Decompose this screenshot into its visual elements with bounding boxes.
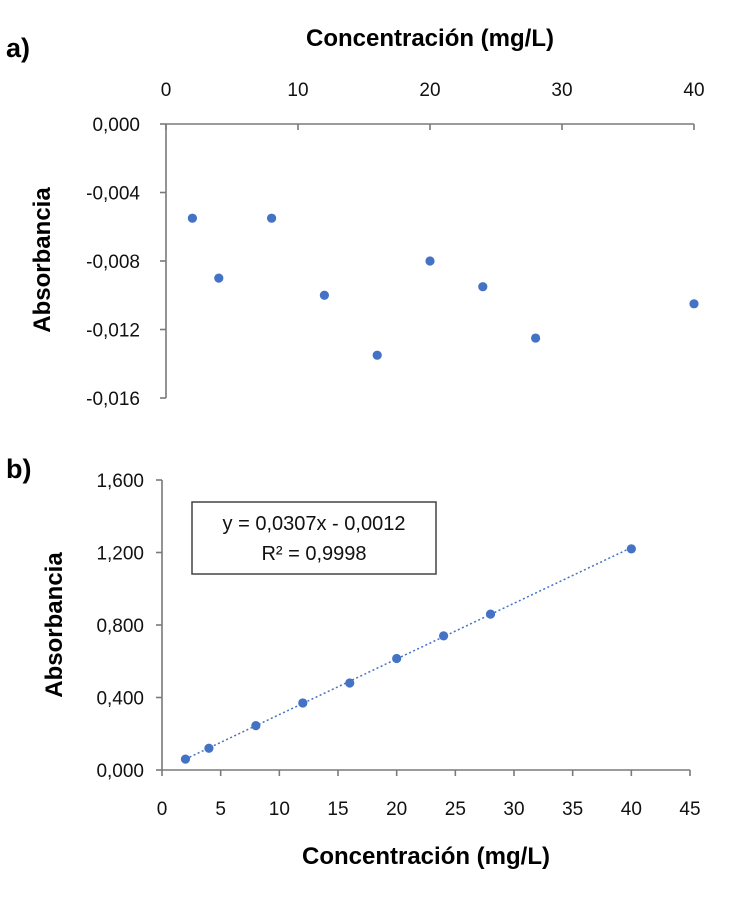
panel-a-data-point: [187, 213, 197, 223]
panel-b-x-tick-label: 15: [327, 799, 348, 820]
panel-b-x-tick-label: 5: [215, 799, 226, 820]
trendline-equation: y = 0,0307x - 0,0012: [223, 513, 406, 535]
panel-a-y-tick-label: -0,016: [86, 389, 140, 410]
panel-a-label: a): [6, 33, 30, 63]
panel-b-y-tick-label: 0,000: [96, 761, 144, 782]
panel-b-data-points: [180, 544, 636, 764]
panel-b-y-tick-label: 1,600: [96, 471, 144, 492]
panel-a-y-tick-label: -0,008: [86, 252, 140, 273]
panel-b-y-tick-label: 0,400: [96, 689, 144, 710]
panel-b-y-tick-label: 1,200: [96, 544, 144, 565]
panel-a-x-tick-label: 40: [683, 80, 704, 101]
r-squared-value: R² = 0,9998: [261, 543, 366, 565]
panel-a-x-ticks: 0 10 20 30 40: [161, 80, 705, 130]
panel-a-y-tick-label: -0,012: [86, 321, 140, 342]
panel-a-y-tick-label: -0,004: [86, 184, 140, 205]
panel-a-data-point: [214, 273, 224, 283]
panel-a-data-point: [372, 350, 382, 360]
panel-b-x-axis-title: Concentración (mg/L): [302, 843, 550, 870]
panel-b-label: b): [6, 454, 31, 484]
panel-a-data-points: [187, 213, 699, 360]
chart-panel-a: a) Concentración (mg/L) Absorbancia 0 10 2…: [6, 25, 705, 410]
panel-b-data-point: [626, 544, 636, 554]
panel-b-y-tick-label: 0,800: [96, 616, 144, 637]
equation-box-border: [191, 501, 437, 575]
panel-a-data-point: [267, 213, 277, 223]
panel-b-data-point: [439, 631, 449, 641]
panel-a-x-axis-title: Concentración (mg/L): [306, 25, 554, 52]
panel-b-x-ticks: 0 5 10 15 20 25 30 35 40 45: [157, 770, 701, 820]
panel-b-y-axis-title: Absorbancia: [41, 552, 68, 698]
panel-a-data-point: [478, 282, 488, 292]
panel-a-y-ticks: 0,000 -0,004 -0,008 -0,012 -0,016: [86, 115, 166, 410]
panel-b-data-point: [251, 720, 261, 731]
panel-b-x-tick-label: 25: [445, 799, 466, 820]
panel-b-data-point: [345, 678, 355, 688]
panel-b-x-tick-label: 30: [503, 799, 524, 820]
panel-a-data-point: [531, 333, 541, 343]
panel-a-x-tick-label: 0: [161, 80, 172, 101]
panel-b-x-tick-label: 45: [679, 799, 700, 820]
panel-b-x-tick-label: 35: [562, 799, 583, 820]
chart-panel-b: b) Absorbancia Concentración (mg/L) 0 5 10…: [6, 454, 701, 870]
panel-b-data-point: [485, 609, 496, 619]
panel-a-data-point: [319, 290, 329, 300]
panel-a-data-point: [425, 256, 435, 266]
panel-b-x-tick-label: 40: [621, 799, 642, 820]
panel-b-data-point: [392, 653, 402, 664]
panel-b-y-ticks: 0,000 0,400 0,800 1,200 1,600: [96, 471, 162, 782]
panel-b-data-point: [298, 698, 308, 708]
panel-b-x-tick-label: 20: [386, 799, 407, 820]
panel-b-x-tick-label: 10: [269, 799, 290, 820]
panel-a-data-point: [689, 299, 699, 309]
panel-b-x-tick-label: 0: [157, 799, 168, 820]
panel-a-x-tick-label: 30: [551, 80, 572, 101]
panel-b-data-point: [180, 754, 191, 764]
trendline-equation-box: y = 0,0307x - 0,0012 R² = 0,9998: [191, 501, 437, 575]
panel-a-x-tick-label: 20: [419, 80, 440, 101]
panel-a-y-tick-label: 0,000: [92, 115, 140, 136]
panel-b-data-point: [204, 743, 214, 753]
panel-a-x-tick-label: 10: [287, 80, 308, 101]
panel-a-y-axis-title: Absorbancia: [29, 187, 56, 333]
